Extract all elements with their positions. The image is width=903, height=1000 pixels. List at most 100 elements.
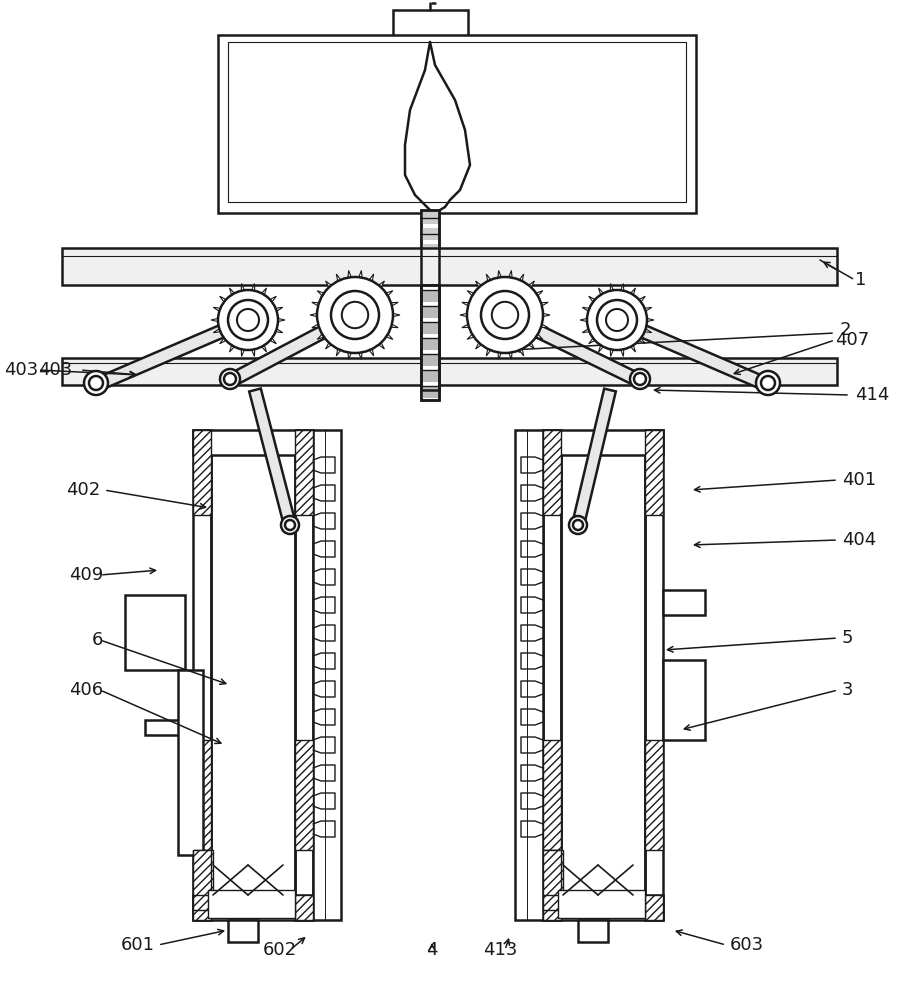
Bar [422,338,438,350]
Polygon shape [219,338,226,344]
Bar [294,430,312,920]
Bar [422,292,438,304]
Polygon shape [310,313,317,317]
Bar [422,322,438,334]
Circle shape [760,376,774,390]
Bar [312,430,340,920]
Polygon shape [317,291,323,296]
Text: 602: 602 [263,941,297,959]
Text: 404: 404 [841,531,875,549]
Polygon shape [348,352,351,360]
Polygon shape [582,329,589,333]
Polygon shape [393,313,399,317]
Bar [422,290,438,302]
Text: 409: 409 [69,566,103,584]
Circle shape [633,373,646,385]
Bar [422,228,438,240]
Polygon shape [630,345,635,352]
Polygon shape [461,324,469,328]
Polygon shape [270,338,276,344]
Polygon shape [528,343,534,349]
Polygon shape [390,324,397,328]
Polygon shape [498,352,500,360]
Circle shape [219,369,239,389]
Polygon shape [598,288,602,295]
Polygon shape [213,307,220,311]
Polygon shape [336,274,340,281]
Circle shape [218,290,278,350]
Polygon shape [543,313,549,317]
Bar [644,895,662,920]
Text: 406: 406 [69,681,103,699]
Bar [208,890,294,918]
Bar [422,244,438,256]
Bar [543,895,662,920]
Bar [422,324,438,336]
Polygon shape [535,291,543,296]
Polygon shape [317,334,323,339]
Polygon shape [638,296,645,302]
Polygon shape [369,349,373,356]
Circle shape [605,309,628,331]
Polygon shape [348,270,351,278]
Bar [662,590,704,615]
Bar [62,248,836,285]
Polygon shape [210,318,218,322]
Polygon shape [467,291,473,296]
Polygon shape [219,296,226,302]
Text: 401: 401 [841,471,875,489]
Bar [422,354,438,366]
Polygon shape [588,296,594,302]
Circle shape [88,376,103,390]
Bar [228,920,257,942]
Polygon shape [261,345,266,352]
Bar [644,430,662,920]
Bar [543,850,563,910]
Polygon shape [501,309,642,387]
Bar [294,430,312,515]
Bar [543,895,561,920]
Text: 6: 6 [91,631,103,649]
Bar [422,386,438,398]
Bar [192,430,210,515]
Polygon shape [467,334,473,339]
Polygon shape [598,345,602,352]
Polygon shape [582,307,589,311]
Polygon shape [386,334,393,339]
Bar [192,850,210,895]
Bar [192,740,210,850]
Circle shape [281,516,299,534]
Polygon shape [386,291,393,296]
Bar [125,595,185,670]
Bar [294,895,312,920]
Bar [192,850,213,910]
Text: 1: 1 [854,271,865,289]
Circle shape [330,291,378,339]
Bar [422,308,438,320]
Bar [644,740,662,850]
Polygon shape [644,329,651,333]
Polygon shape [620,284,623,291]
Circle shape [224,373,236,385]
Polygon shape [572,389,615,526]
Polygon shape [251,284,255,291]
Bar [421,210,439,390]
Polygon shape [249,388,295,527]
Circle shape [237,309,259,331]
Text: 5: 5 [841,629,852,647]
Text: 403: 403 [38,361,72,379]
Polygon shape [270,296,276,302]
Bar [144,720,185,735]
Polygon shape [644,307,651,311]
Bar [192,895,210,920]
Text: 407: 407 [834,331,869,349]
Bar [421,285,439,400]
Circle shape [568,516,586,534]
Polygon shape [638,338,645,344]
Polygon shape [325,281,331,287]
Bar [422,356,438,368]
Text: 413: 413 [482,941,517,959]
Polygon shape [620,349,623,356]
Bar [557,890,644,918]
Bar [62,358,836,385]
